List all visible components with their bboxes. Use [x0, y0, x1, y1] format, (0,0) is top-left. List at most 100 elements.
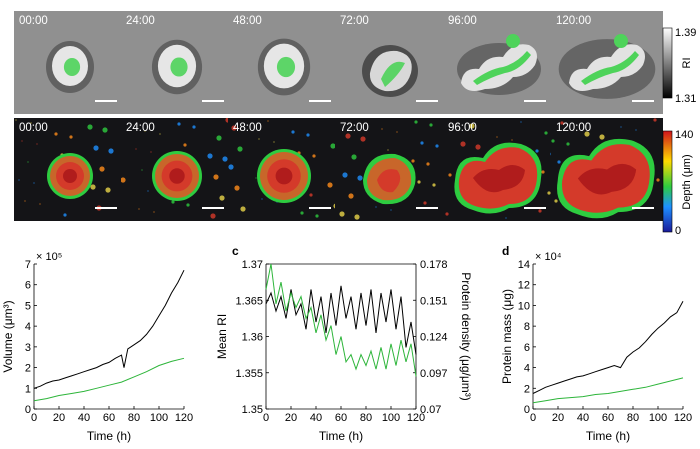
ri-colorbar-min: 1.31 [675, 93, 696, 105]
timepoint-label: 72:00 [340, 122, 369, 134]
y-tick-label: 5 [25, 300, 31, 312]
scale-bar [309, 207, 331, 209]
scale-bar [524, 100, 546, 102]
series-line [532, 301, 684, 394]
y-right-tick-label: 0.097 [420, 368, 448, 380]
y-tick-label: 4 [524, 363, 530, 375]
y-tick-label: 3 [25, 342, 31, 354]
ri-image-tile: 72:00 [335, 11, 447, 114]
x-tick-label: 60 [335, 412, 347, 424]
timepoint-label: 24:00 [126, 15, 155, 27]
y-right-tick-label: 0.124 [420, 332, 448, 344]
x-tick-label: 80 [627, 412, 639, 424]
timepoint-label: 72:00 [340, 15, 369, 27]
ri-image-tile: 120:00 [551, 11, 663, 114]
y-right-axis-label: Protein density (μg/μm³) [459, 272, 473, 401]
depth-colorbar-max: 140 [675, 129, 693, 141]
y-tick-label: 1.37 [242, 259, 263, 271]
scale-bar [95, 207, 117, 209]
scale-bar [524, 207, 546, 209]
timepoint-label: 24:00 [126, 122, 155, 134]
y-tick-label: 0 [25, 404, 31, 416]
x-tick-label: 0 [31, 412, 37, 424]
depth-image-tile: 48:00 [228, 118, 340, 221]
x-tick-label: 100 [382, 412, 400, 424]
timepoint-label: 120:00 [556, 15, 592, 27]
y-right-tick-label: 0.178 [420, 259, 448, 271]
y-right-tick-label: 0.151 [420, 295, 448, 307]
y-tick-label: 8 [524, 321, 530, 333]
y-axis-label: Protein mass (μg) [500, 289, 514, 384]
chart-protein-mass: 0 20 40 60 80 100 120 0 2 4 6 8 10 12 14 Time (h) Protei… [500, 244, 692, 443]
series-line [265, 263, 417, 377]
x-tick-label: 40 [310, 412, 322, 424]
scale-bar [309, 100, 331, 102]
timepoint-label: 00:00 [19, 15, 48, 27]
depth-image-tile: 00:00 [14, 118, 126, 221]
chart-volume: 0 20 40 60 80 100 120 0 1 2 3 4 5 6 7 Time (h) Volume (μ… [1, 251, 193, 443]
x-tick-label: 20 [53, 412, 65, 424]
depth-colorbar-min: 0 [675, 225, 681, 237]
y-tick-label: 4 [25, 321, 31, 333]
x-tick-label: 0 [263, 412, 269, 424]
timepoint-label: 48:00 [233, 122, 262, 134]
y-tick-label: 2 [25, 363, 31, 375]
x-tick-label: 120 [407, 412, 425, 424]
x-tick-label: 40 [577, 412, 589, 424]
x-axis-label: Time (h) [319, 429, 363, 443]
ri-colorbar-label: RI [681, 58, 693, 69]
y-tick-label: 1.355 [235, 368, 263, 380]
x-tick-label: 100 [150, 412, 168, 424]
y-tick-label: 1.35 [242, 404, 263, 416]
timepoint-label: 96:00 [448, 15, 477, 27]
panel-label: d [502, 244, 509, 258]
x-tick-label: 80 [128, 412, 140, 424]
scale-bar [416, 100, 438, 102]
timepoint-label: 48:00 [233, 15, 262, 27]
y-tick-label: 7 [25, 259, 31, 271]
x-tick-label: 60 [103, 412, 115, 424]
y-tick-label: 6 [524, 342, 530, 354]
x-tick-label: 0 [530, 412, 536, 424]
depth-image-tile: 72:00 [335, 118, 447, 221]
x-tick-label: 40 [78, 412, 90, 424]
ri-image-tile: 00:00 [14, 11, 126, 114]
y-tick-label: 6 [25, 280, 31, 292]
y-tick-label: 0 [524, 404, 530, 416]
depth-colorbar: 140 0 Depth (μm) [662, 129, 693, 237]
series-line [33, 269, 185, 389]
y-axis-label: Mean RI [215, 314, 229, 359]
timepoint-label: 96:00 [448, 122, 477, 134]
y-right-tick-label: 0.07 [420, 404, 441, 416]
x-axis-label: Time (h) [586, 429, 630, 443]
scale-bar [202, 100, 224, 102]
ri-colorbar: 1.39 1.31 RI [662, 27, 696, 105]
ri-colorbar-max: 1.39 [675, 27, 696, 39]
depth-image-tile: 120:00 [551, 118, 663, 221]
x-tick-label: 120 [175, 412, 193, 424]
x-tick-label: 20 [285, 412, 297, 424]
x-tick-label: 20 [552, 412, 564, 424]
y-axis-label: Volume (μm³) [1, 300, 15, 372]
ri-image-tile: 96:00 [443, 11, 555, 114]
ri-image-tile: 48:00 [228, 11, 340, 114]
y-tick-label: 1.36 [242, 332, 263, 344]
y-tick-label: 2 [524, 383, 530, 395]
y-tick-label: 10 [518, 300, 530, 312]
y-tick-label: 1.365 [235, 295, 263, 307]
x-tick-label: 80 [360, 412, 372, 424]
x-tick-label: 100 [649, 412, 667, 424]
scale-bar [632, 207, 654, 209]
scale-bar [95, 100, 117, 102]
depth-colorbar-label: Depth (μm) [681, 154, 693, 209]
timepoint-label: 120:00 [556, 122, 592, 134]
series-line [265, 285, 417, 355]
depth-image-tile: 24:00 [121, 118, 233, 221]
series-line [532, 377, 684, 404]
scale-bar [202, 207, 224, 209]
scale-bar [632, 100, 654, 102]
scale-bar [416, 207, 438, 209]
chart-mean-ri: 0 20 40 60 80 100 120 1.35 1.355 1.36 1.365 1.37 0.0… [215, 244, 473, 443]
ri-image-tile: 24:00 [121, 11, 233, 114]
